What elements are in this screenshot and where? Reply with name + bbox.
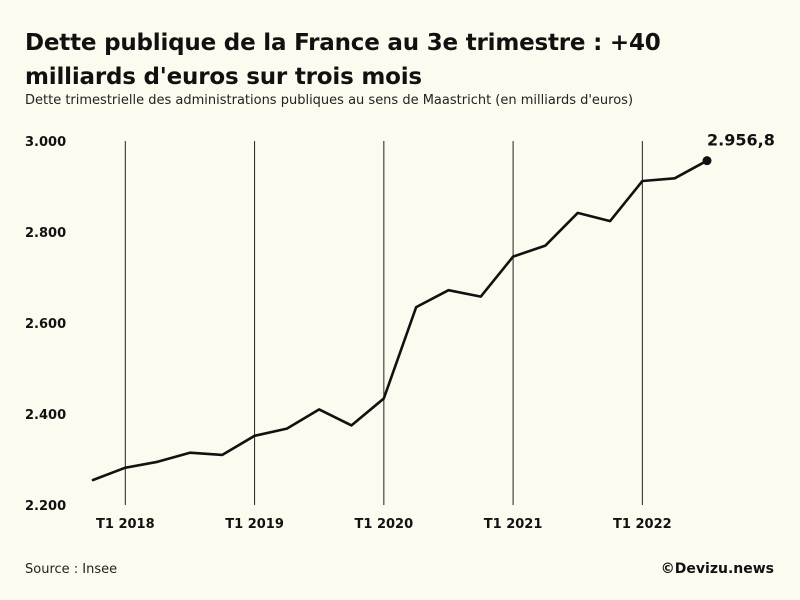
x-axis-tick-labels: T1 2018 T1 2019 T1 2020 T1 2021 T1 2022 bbox=[96, 517, 672, 532]
y-tick-label: 2.200 bbox=[25, 499, 66, 514]
last-point-marker bbox=[702, 156, 712, 166]
credit-label: ©Devizu.news bbox=[660, 561, 774, 577]
vertical-gridlines bbox=[124, 141, 643, 505]
y-tick-label: 2.800 bbox=[25, 226, 66, 241]
chart-title: Dette publique de la France au 3e trimes… bbox=[25, 30, 661, 90]
x-tick-label: T1 2020 bbox=[355, 517, 414, 532]
series-line bbox=[91, 159, 709, 482]
chart-subtitle: Dette trimestrielle des administrations … bbox=[25, 93, 634, 108]
series-layer: 2.956,8 bbox=[91, 131, 775, 482]
y-tick-label: 2.400 bbox=[25, 408, 66, 423]
x-tick-label: T1 2021 bbox=[484, 517, 543, 532]
source-note: Source : Insee bbox=[25, 562, 118, 577]
y-axis-tick-labels: 3.000 2.800 2.600 2.400 2.200 bbox=[25, 135, 66, 514]
x-tick-label: T1 2018 bbox=[96, 517, 155, 532]
x-tick-label: T1 2022 bbox=[613, 517, 672, 532]
last-value-label: 2.956,8 bbox=[707, 131, 775, 150]
x-tick-label: T1 2019 bbox=[225, 517, 284, 532]
y-tick-label: 2.600 bbox=[25, 317, 66, 332]
y-tick-label: 3.000 bbox=[25, 135, 66, 150]
